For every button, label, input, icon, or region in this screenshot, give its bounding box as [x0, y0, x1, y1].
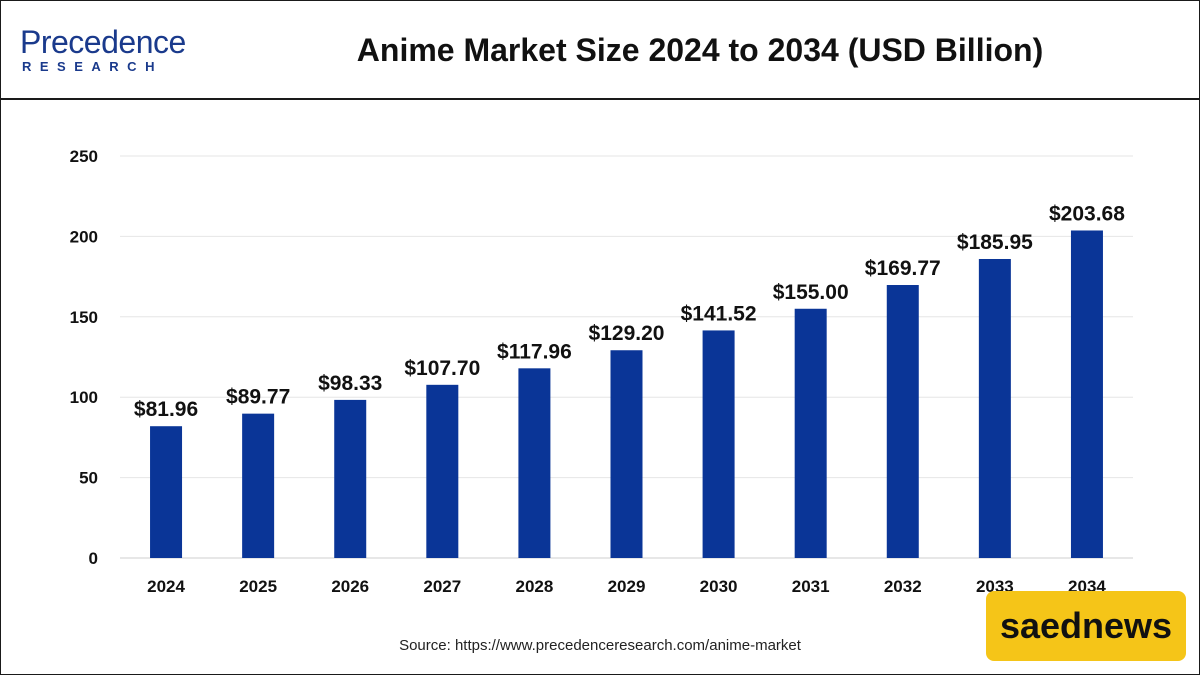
y-tick-label: 150 — [70, 308, 98, 327]
data-label: $169.77 — [865, 257, 941, 280]
x-tick-label: 2027 — [423, 577, 461, 596]
y-tick-label: 0 — [89, 549, 98, 568]
x-tick-label: 2026 — [331, 577, 369, 596]
x-tick-label: 2031 — [792, 577, 830, 596]
bar-chart: 0 50 100 150 200 250 $81.96 2024 $89.77 2025 $98.3… — [70, 147, 1133, 596]
logo-subtitle: RESEARCH — [22, 59, 163, 74]
bar-2024 — [150, 426, 183, 558]
x-tick-label: 2032 — [884, 577, 922, 596]
x-tick-label: 2029 — [608, 577, 646, 596]
data-label: $203.68 — [1049, 202, 1125, 225]
data-label: $129.20 — [589, 322, 665, 345]
data-label: $107.70 — [404, 357, 480, 380]
data-label: $185.95 — [957, 231, 1033, 254]
x-tick-label: 2025 — [239, 577, 277, 596]
logo-wordmark: Precedence — [20, 24, 186, 60]
bar-2025 — [242, 413, 275, 558]
data-label: $89.77 — [226, 386, 290, 409]
bar-2034 — [1070, 230, 1103, 559]
data-label: $98.33 — [318, 372, 382, 395]
x-tick-label: 2030 — [700, 577, 738, 596]
bar-2027 — [426, 384, 459, 558]
data-label: $117.96 — [497, 340, 572, 363]
y-tick-label: 200 — [70, 227, 98, 246]
bar-2031 — [794, 308, 827, 558]
bar-2030 — [702, 330, 735, 558]
brand-logo: Precedence RESEARCH — [20, 24, 200, 80]
bar-2026 — [334, 399, 367, 558]
y-tick-label: 250 — [70, 147, 98, 166]
y-tick-label: 50 — [79, 469, 98, 488]
watermark-badge: saednews — [986, 591, 1186, 661]
bar-2032 — [886, 285, 919, 558]
bar-2033 — [978, 258, 1011, 558]
bar-2028 — [518, 368, 551, 558]
y-tick-label: 100 — [70, 388, 98, 407]
x-tick-label: 2024 — [147, 577, 185, 596]
header: Precedence RESEARCH Anime Market Size 20… — [0, 0, 1200, 100]
bar-2029 — [610, 350, 643, 558]
x-tick-label: 2028 — [515, 577, 553, 596]
data-label: $141.52 — [681, 302, 757, 325]
source-note: Source: https://www.precedenceresearch.c… — [399, 637, 801, 654]
data-label: $81.96 — [134, 398, 198, 421]
data-label: $155.00 — [773, 281, 849, 304]
chart-title: Anime Market Size 2024 to 2034 (USD Bill… — [356, 32, 1044, 68]
